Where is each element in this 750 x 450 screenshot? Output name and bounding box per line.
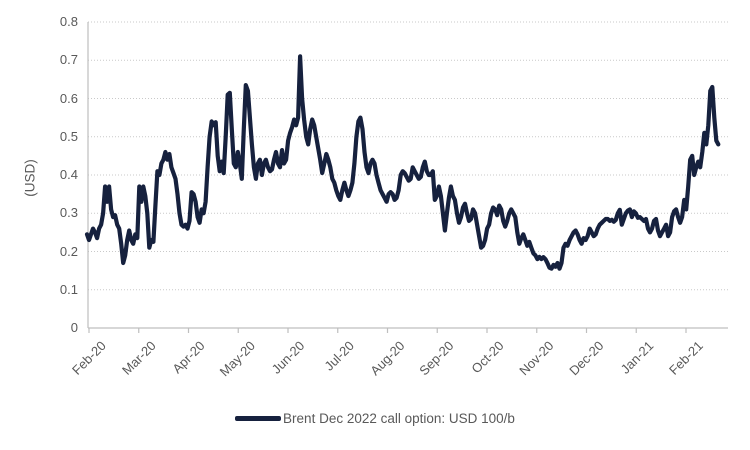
- y-tick-label: 0.3: [59, 205, 78, 221]
- y-tick-label: 0.8: [59, 14, 78, 29]
- y-axis-title: (USD): [22, 159, 38, 197]
- legend-label: Brent Dec 2022 call option: USD 100/b: [283, 411, 515, 426]
- series-polyline: [84, 54, 721, 271]
- y-tick-label: 0: [70, 320, 78, 335]
- gridlines: [88, 21, 728, 291]
- y-tick-label: 0.5: [59, 128, 78, 144]
- legend: Brent Dec 2022 call option: USD 100/b: [0, 411, 750, 426]
- y-tick-label: 0.7: [59, 52, 78, 68]
- y-tick-label: 0.6: [59, 90, 78, 106]
- axes: [87, 22, 728, 333]
- y-tick-label: 0.4: [59, 167, 78, 182]
- legend-line-swatch: [235, 416, 282, 421]
- y-tick-label: 0.1: [59, 281, 78, 297]
- y-tick-label: 0.2: [59, 243, 78, 259]
- series-line: [84, 54, 721, 271]
